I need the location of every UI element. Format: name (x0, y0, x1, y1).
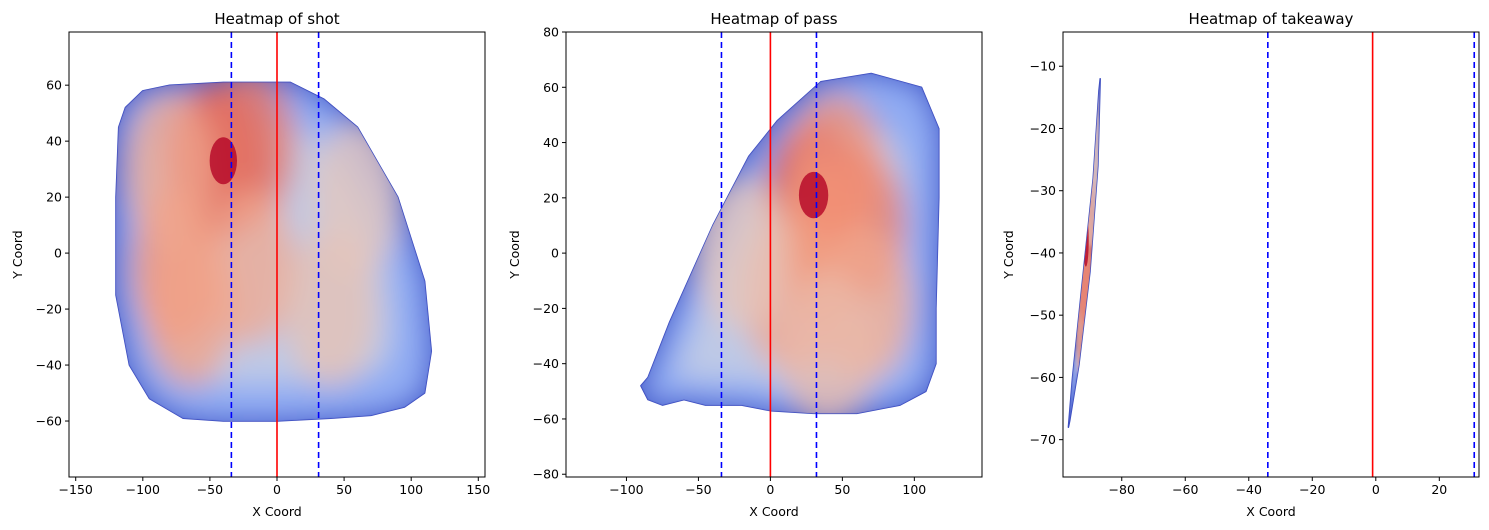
y-tick-label: 20 (46, 190, 62, 205)
y-axis-label: Y Coord (1001, 230, 1016, 280)
y-axis-label: Y Coord (507, 230, 522, 280)
chart-title: Heatmap of takeaway (1189, 10, 1354, 28)
y-axis-label: Y Coord (10, 230, 25, 280)
chart-title: Heatmap of shot (214, 10, 339, 28)
x-tick-label: 100 (902, 482, 926, 497)
plot-frame (565, 31, 983, 478)
x-tick-label: −100 (126, 482, 160, 497)
chart-title: Heatmap of pass (710, 10, 837, 28)
y-tick-label: −20 (1030, 121, 1056, 136)
x-tick-label: 0 (1372, 482, 1380, 497)
y-tick-label: −20 (533, 301, 559, 316)
x-tick-label: −50 (197, 482, 223, 497)
plot-frame (1062, 31, 1480, 478)
hotspot (779, 272, 877, 414)
hotspot (204, 188, 296, 346)
x-tick-label: 50 (336, 482, 352, 497)
hotspot (204, 82, 296, 226)
x-tick-label: 0 (273, 482, 281, 497)
y-tick-label: −30 (1030, 183, 1056, 198)
x-axis-label: X Coord (749, 504, 798, 519)
y-tick-label: 60 (543, 80, 559, 95)
x-tick-label: −20 (1299, 482, 1325, 497)
y-tick-label: −10 (1030, 59, 1056, 74)
y-tick-label: 0 (551, 246, 559, 261)
y-tick-label: 80 (543, 25, 559, 40)
y-tick-label: −60 (533, 411, 559, 426)
y-tick-label: 60 (46, 78, 62, 93)
density-peak (209, 137, 238, 185)
y-tick-label: −20 (36, 302, 62, 317)
x-tick-label: −100 (609, 482, 643, 497)
y-tick-label: −60 (1030, 370, 1056, 385)
hotspot (124, 90, 216, 248)
y-tick-label: 0 (54, 246, 62, 261)
panel-shot: −150 −100 −50 0 50 100 150 −60 −40 −20 0 20 40 60 Heat… (10, 10, 490, 519)
x-tick-label: 100 (399, 482, 423, 497)
x-tick-label: 0 (766, 482, 774, 497)
y-tick-label: −40 (533, 356, 559, 371)
x-axis-label: X Coord (252, 504, 301, 519)
y-tick-label: −40 (36, 358, 62, 373)
y-tick-label: −40 (1030, 245, 1056, 260)
x-tick-label: −40 (1236, 482, 1262, 497)
y-tick-label: 40 (46, 134, 62, 149)
x-tick-label: 50 (834, 482, 850, 497)
x-tick-label: −50 (685, 482, 711, 497)
y-tick-label: 20 (543, 190, 559, 205)
y-tick-label: 40 (543, 135, 559, 150)
x-tick-label: −60 (1172, 482, 1198, 497)
x-tick-label: 20 (1431, 482, 1447, 497)
panel-pass: −100 −50 0 50 100 −80 −60 −40 −20 0 20 40 60 80 Heatma… (507, 10, 983, 519)
y-tick-label: −80 (533, 467, 559, 482)
y-tick-label: −50 (1030, 308, 1056, 323)
density-peak (798, 171, 829, 219)
x-tick-label: 150 (466, 482, 490, 497)
x-tick-label: −80 (1109, 482, 1135, 497)
x-axis-label: X Coord (1246, 504, 1295, 519)
x-tick-label: −150 (59, 482, 93, 497)
y-tick-label: −70 (1030, 432, 1056, 447)
y-tick-label: −60 (36, 414, 62, 429)
